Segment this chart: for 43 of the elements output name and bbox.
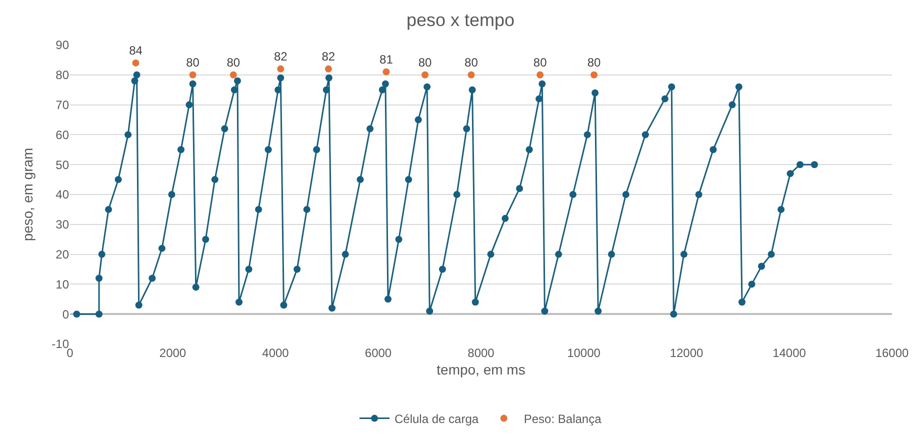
x-tick-label: 2000 (159, 346, 186, 360)
y-tick-label: 0 (62, 307, 70, 322)
x-tick-label: 8000 (468, 346, 495, 360)
y-axis-title: peso, em gram (19, 148, 36, 242)
point (132, 59, 140, 66)
legend-label: Célula de carga (394, 412, 479, 426)
data-label: 82 (322, 50, 336, 64)
x-tick-label: 10000 (567, 346, 601, 360)
x-tick-label: 6000 (364, 346, 392, 360)
data-label: 82 (274, 50, 288, 64)
y-tick-label: 70 (56, 98, 70, 112)
y-tick-label: 20 (56, 248, 70, 262)
y-tick-label: 30 (56, 218, 70, 232)
point (230, 71, 237, 78)
x-tick-label: 4000 (262, 346, 290, 360)
point (324, 65, 332, 72)
point (382, 68, 390, 76)
point (277, 65, 284, 72)
point (536, 71, 544, 78)
x-tick-label: 16000 (875, 346, 910, 360)
point (189, 71, 196, 78)
data-label: 80 (587, 56, 602, 70)
data-label: 81 (380, 52, 394, 67)
x-axis-title: tempo, em ms (436, 361, 526, 378)
y-tick-label: 80 (56, 68, 70, 82)
y-tick-label: 50 (56, 158, 70, 172)
legend-label: Peso: Balança (524, 412, 602, 426)
point (468, 71, 475, 78)
y-tick-label: 40 (56, 188, 70, 202)
data-label: 80 (464, 56, 478, 70)
y-tick-label: 90 (56, 38, 70, 52)
data-label: 84 (129, 44, 143, 58)
data-label: 80 (533, 56, 548, 70)
y-tick-label: 10 (56, 277, 70, 292)
point (590, 71, 598, 78)
data-label: 80 (418, 56, 432, 70)
point (422, 71, 428, 78)
y-tick-label: 60 (56, 128, 70, 142)
chart-title: peso x tempo (406, 10, 515, 30)
x-tick-label: 12000 (670, 346, 704, 360)
data-label: 80 (186, 56, 200, 70)
data-label: 80 (226, 56, 240, 70)
x-tick-label: 14000 (772, 346, 806, 360)
